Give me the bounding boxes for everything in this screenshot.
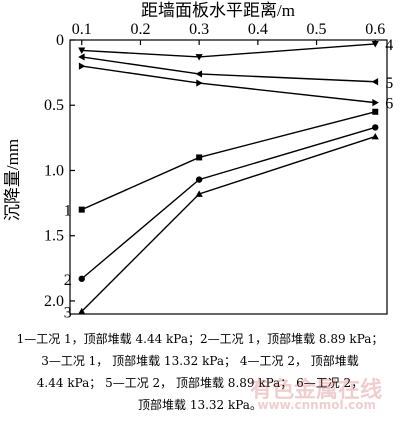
x-tick-label: 0.5: [307, 21, 327, 38]
series-label: 4: [385, 37, 393, 54]
data-point: [372, 108, 379, 115]
data-point: [196, 154, 203, 161]
series-label: 3: [64, 304, 72, 321]
data-point: [78, 47, 86, 55]
series-2: 2: [64, 124, 379, 289]
data-point: [372, 124, 379, 131]
x-tick-label: 0.3: [189, 21, 209, 38]
data-point: [195, 176, 203, 183]
data-point: [78, 62, 86, 70]
caption-line-4: 顶部堆载 13.32 kPa。: [138, 398, 262, 412]
series-line: [81, 65, 376, 104]
series-6: 6: [78, 62, 393, 113]
caption-line-2: 3—工况 1， 顶部堆载 13.32 kPa； 4—工况 2， 顶部堆载: [41, 354, 359, 368]
series-label: 6: [385, 96, 393, 113]
series-label: 2: [64, 272, 72, 289]
data-point: [196, 79, 203, 87]
y-tick-label: 1.0: [44, 162, 64, 179]
data-point: [372, 99, 379, 107]
data-point: [195, 190, 203, 197]
y-axis-ticks: 0 0.5 1.0 1.5 2.0: [44, 32, 75, 310]
caption-line-1: 1—工况 1，顶部堆载 4.44 kPa；2—工况 1，顶部堆载 8.89 kP…: [16, 332, 384, 346]
settlement-chart: 距墙面板水平距离/m 0.1 0.2 0.3 0.4 0.5 0.6 0 0.5 1.0 1.5…: [3, 1, 394, 321]
data-point: [195, 70, 203, 78]
plot-frame: [69, 39, 388, 315]
data-point: [371, 132, 379, 140]
data-point: [78, 307, 86, 315]
series-3: 3: [64, 132, 379, 321]
data-point: [371, 78, 379, 86]
data-point: [195, 54, 203, 61]
series-label: 5: [385, 75, 393, 92]
series-line: [81, 111, 376, 211]
data-point: [78, 275, 85, 282]
x-tick-label: 0.1: [72, 21, 92, 38]
data-point: [78, 53, 85, 61]
caption-line-3: 4.44 kPa； 5—工况 2， 顶部堆载 8.89 kPa； 6—工况 2，: [36, 376, 364, 390]
watermark-url: www.cnnmol.com: [257, 398, 376, 412]
watermark-text: 有色金属在线: [249, 378, 382, 403]
x-tick-label: 0.6: [365, 21, 385, 38]
x-tick-label: 0.4: [248, 21, 268, 38]
x-axis-ticks: 0.1 0.2 0.3 0.4 0.5 0.6: [72, 21, 385, 45]
y-axis-title: 沉降量/mm: [3, 139, 22, 221]
series-line: [81, 56, 376, 83]
series-4: 4: [78, 37, 393, 61]
y-tick-label: 0: [56, 32, 64, 49]
series-5: 5: [78, 53, 393, 92]
series-layer: 1 2 3 4 5 6: [64, 37, 394, 321]
y-tick-label: 2.0: [44, 293, 64, 310]
series-1: 1: [64, 108, 379, 220]
y-tick-label: 1.5: [44, 228, 64, 245]
series-line: [81, 135, 376, 312]
data-point: [371, 41, 379, 48]
x-tick-label: 0.2: [130, 21, 150, 38]
y-tick-label: 0.5: [44, 97, 64, 114]
figure-caption: 1—工况 1，顶部堆载 4.44 kPa；2—工况 1，顶部堆载 8.89 kP…: [0, 328, 400, 416]
x-axis-title: 距墙面板水平距离/m: [141, 1, 295, 20]
series-label: 1: [64, 203, 72, 220]
series-line: [81, 43, 376, 58]
data-point: [78, 206, 85, 213]
